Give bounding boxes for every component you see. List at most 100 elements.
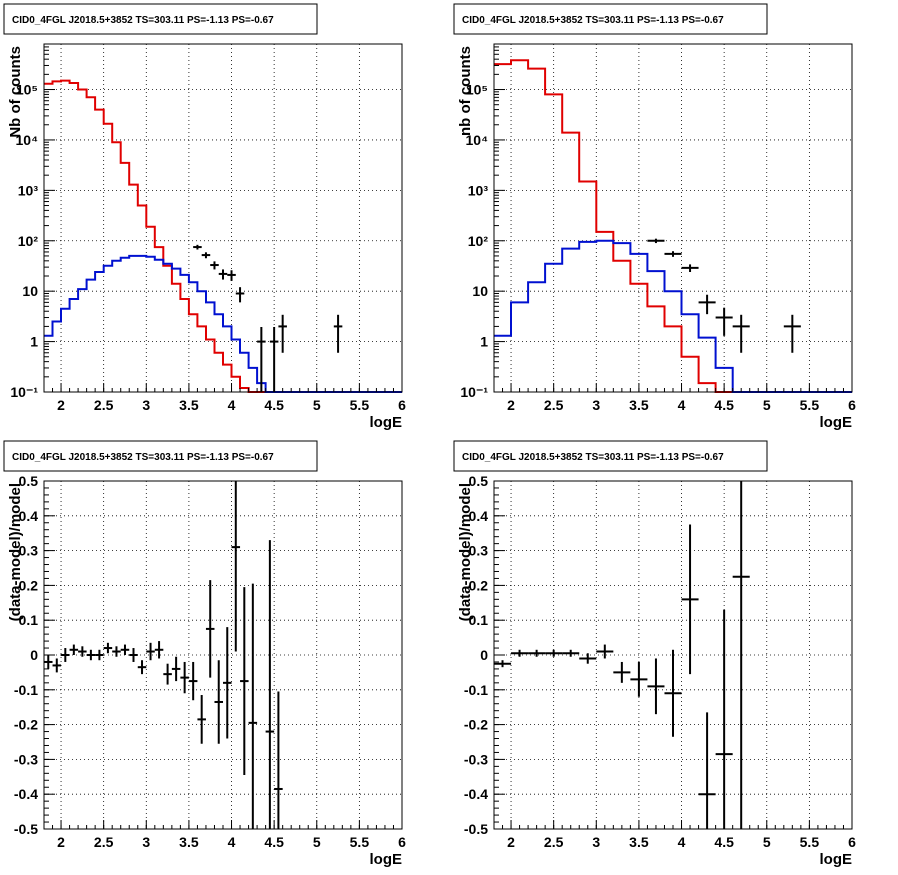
source-model-histogram bbox=[494, 239, 852, 393]
x-tick-label: 2 bbox=[57, 834, 65, 850]
ticks: 2 2.5 3 3.5 4 4.5 5 5.5 6 -0.5 -0.4 -0.3 -0.2 -0.1 0 0.… bbox=[14, 473, 406, 850]
data-point bbox=[95, 649, 104, 661]
y-tick-label: -0.1 bbox=[464, 682, 488, 698]
title-box bbox=[3, 440, 318, 472]
data-point bbox=[69, 644, 79, 655]
ticks: 2 2.5 3 3.5 4 4.5 5 5.5 6 10⁻¹ 1 10 10² 10³ 10⁴ 10⁵ bbox=[460, 43, 856, 413]
y-tick-label: 1 bbox=[480, 334, 488, 350]
data-point bbox=[511, 649, 529, 657]
ticks: 2 2.5 3 3.5 4 4.5 5 5.5 6 -0.5 -0.4 -0.3 -0.2 -0.1 0 0.… bbox=[464, 473, 856, 850]
data-point bbox=[333, 314, 343, 353]
data-point bbox=[86, 649, 96, 661]
data-point bbox=[278, 314, 287, 353]
data-point bbox=[579, 653, 597, 664]
data-point bbox=[630, 661, 648, 697]
data-point bbox=[562, 649, 580, 657]
title-box bbox=[453, 3, 768, 35]
x-tick-label: 2 bbox=[57, 397, 65, 413]
data-point bbox=[715, 307, 733, 336]
y-tick-label: -0.3 bbox=[464, 751, 488, 767]
y-axis-label: nb of counts bbox=[457, 46, 474, 136]
y-tick-label: -0.4 bbox=[464, 786, 488, 802]
y-tick-label: -0.5 bbox=[464, 821, 488, 837]
y-tick-label: 0.5 bbox=[469, 473, 489, 489]
y-tick-label: 0.2 bbox=[19, 577, 39, 593]
series-layer bbox=[494, 59, 852, 393]
x-tick-label: 5 bbox=[313, 834, 321, 850]
data-point bbox=[528, 649, 546, 657]
data-point bbox=[681, 524, 699, 675]
x-tick-label: 3 bbox=[142, 397, 150, 413]
data-point bbox=[647, 238, 665, 244]
y-tick-label: 10⁻¹ bbox=[10, 384, 38, 400]
data-point bbox=[78, 646, 87, 657]
data-point bbox=[698, 712, 716, 829]
x-tick-label: 6 bbox=[398, 834, 406, 850]
x-tick-label: 4.5 bbox=[264, 834, 284, 850]
panel-counts-right: CID0_4FGL J2018.5+3852 TS=303.11 PS=-1.1… bbox=[453, 3, 856, 431]
x-tick-label: 6 bbox=[848, 397, 856, 413]
x-tick-label: 5.5 bbox=[800, 834, 820, 850]
x-tick-label: 4 bbox=[228, 834, 236, 850]
data-point bbox=[235, 287, 245, 303]
data-point bbox=[180, 661, 189, 694]
ticks: 2 2.5 3 3.5 4 4.5 5 5.5 6 10⁻¹ 1 10 10² 10³ 10⁴ 10⁵ bbox=[10, 43, 406, 413]
data-point bbox=[664, 649, 682, 737]
data-point bbox=[269, 326, 279, 392]
plot-frame bbox=[493, 43, 853, 393]
y-axis-label: (data-model)/model bbox=[457, 483, 474, 621]
x-tick-label: 3 bbox=[592, 397, 600, 413]
x-tick-label: 5 bbox=[763, 397, 771, 413]
y-tick-label: -0.4 bbox=[14, 786, 38, 802]
data-point bbox=[201, 252, 211, 259]
x-tick-label: 2.5 bbox=[544, 834, 564, 850]
y-tick-label: 10³ bbox=[18, 182, 39, 198]
y-tick-label: 0.4 bbox=[469, 508, 489, 524]
data-point bbox=[163, 663, 172, 685]
data-point bbox=[257, 326, 266, 392]
data-point bbox=[214, 660, 223, 744]
y-tick-label: -0.2 bbox=[14, 717, 38, 733]
x-tick-label: 3.5 bbox=[179, 834, 199, 850]
data-point bbox=[715, 609, 733, 829]
y-tick-label: 0.4 bbox=[19, 508, 39, 524]
data-point bbox=[120, 644, 130, 655]
x-tick-label: 3.5 bbox=[629, 834, 649, 850]
y-tick-label: 0.3 bbox=[469, 543, 489, 559]
x-axis-label: logE bbox=[370, 851, 403, 868]
x-tick-label: 3.5 bbox=[629, 397, 649, 413]
data-point bbox=[596, 644, 614, 659]
data-point bbox=[681, 264, 699, 273]
y-tick-label: 10³ bbox=[468, 182, 489, 198]
x-tick-label: 2.5 bbox=[94, 397, 114, 413]
x-tick-label: 6 bbox=[848, 834, 856, 850]
x-tick-label: 3.5 bbox=[179, 397, 199, 413]
data-point bbox=[274, 691, 283, 829]
data-point bbox=[154, 641, 164, 659]
x-tick-label: 4 bbox=[678, 834, 686, 850]
y-tick-label: 0.2 bbox=[469, 577, 489, 593]
x-tick-label: 2 bbox=[507, 834, 515, 850]
x-tick-label: 5.5 bbox=[350, 834, 370, 850]
plot-frame bbox=[43, 43, 403, 393]
total-model-histogram bbox=[44, 79, 402, 393]
y-tick-label: 10² bbox=[468, 233, 489, 249]
x-axis-label: logE bbox=[820, 851, 853, 868]
data-point bbox=[248, 583, 258, 829]
data-point bbox=[545, 649, 563, 657]
x-axis-label: logE bbox=[820, 414, 853, 431]
data-point bbox=[52, 658, 62, 673]
x-tick-label: 2.5 bbox=[94, 834, 114, 850]
y-tick-label: -0.1 bbox=[14, 682, 38, 698]
chart-title: CID0_4FGL J2018.5+3852 TS=303.11 PS=-1.1… bbox=[462, 452, 724, 463]
data-point bbox=[227, 270, 236, 281]
data-point bbox=[197, 695, 206, 744]
grid bbox=[494, 44, 853, 393]
data-point bbox=[783, 314, 801, 353]
y-tick-label: 10 bbox=[472, 283, 488, 299]
y-tick-label: 10⁻¹ bbox=[460, 384, 488, 400]
panel-residual-left: CID0_4FGL J2018.5+3852 TS=303.11 PS=-1.1… bbox=[3, 440, 406, 868]
data-point bbox=[664, 251, 682, 257]
data-point bbox=[494, 660, 512, 668]
x-tick-label: 6 bbox=[398, 397, 406, 413]
